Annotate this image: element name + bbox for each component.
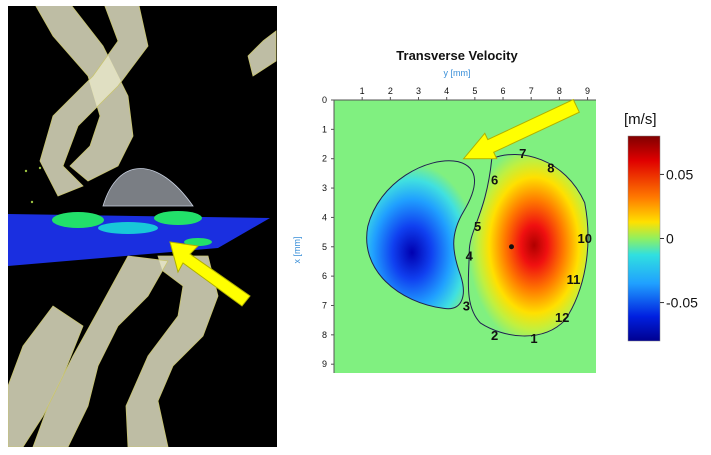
y-tick-label: 9 <box>322 359 327 369</box>
wall-point-label: 8 <box>547 161 554 176</box>
colorbar-tick-label: 0 <box>666 231 674 247</box>
center-dot-icon <box>508 244 514 250</box>
y-tick-label: 0 <box>322 95 327 105</box>
vessel-3d-render <box>8 6 277 447</box>
x-axis-label: y [mm] <box>444 68 471 78</box>
wall-point-label: 11 <box>567 272 581 287</box>
y-tick-label: 1 <box>322 124 327 134</box>
x-tick-label: 7 <box>529 86 534 96</box>
chart-title: Transverse Velocity <box>396 48 518 63</box>
wall-point-label: 5 <box>474 219 481 234</box>
x-tick-label: 1 <box>360 86 365 96</box>
vessel-speck <box>38 166 42 170</box>
y-tick-label: 5 <box>322 242 327 252</box>
vessel-segment <box>247 30 277 77</box>
y-axis-label: x [mm] <box>292 237 302 264</box>
velocity-plane-highlight <box>98 222 158 234</box>
colorbar-tick-label: -0.05 <box>666 295 698 311</box>
wall-point-label: 4 <box>466 249 474 264</box>
vessel-segment <box>32 255 169 447</box>
x-tick-label: 4 <box>444 86 449 96</box>
x-tick-label: 5 <box>472 86 477 96</box>
positive-velocity-region <box>467 153 589 337</box>
colorbar: [m/s] 0.05 0 -0.05 <box>624 111 698 342</box>
vessel-speck <box>30 200 34 204</box>
colorbar-unit-label: [m/s] <box>624 111 657 128</box>
y-tick-label: 4 <box>322 212 327 222</box>
vessel-segment <box>35 6 134 182</box>
wall-point-label: 10 <box>577 231 591 246</box>
colorbar-tick-label: 0.05 <box>666 166 693 182</box>
y-tick-label: 8 <box>322 330 327 340</box>
x-tick-label: 9 <box>585 86 590 96</box>
y-tick-label: 2 <box>322 154 327 164</box>
wall-point-label: 2 <box>491 328 498 343</box>
x-tick-label: 3 <box>416 86 421 96</box>
vessel-dome <box>102 168 194 207</box>
negative-velocity-region <box>366 160 475 310</box>
x-tick-label: 6 <box>501 86 506 96</box>
vessel-segment <box>8 305 84 447</box>
wall-point-label: 1 <box>530 331 537 346</box>
wall-point-label: 3 <box>463 298 470 313</box>
vessel-segment <box>39 6 149 197</box>
yellow-arrow-icon <box>169 241 251 307</box>
wall-point-label: 7 <box>519 146 526 161</box>
velocity-plane-highlight <box>184 238 212 246</box>
yellow-arrow-icon <box>462 98 580 160</box>
wall-point-label: 12 <box>555 310 569 325</box>
y-tick-label: 6 <box>322 271 327 281</box>
colorbar-scale <box>627 135 661 342</box>
velocity-plane-highlight <box>154 211 202 225</box>
x-tick-label: 2 <box>388 86 393 96</box>
x-tick-label: 8 <box>557 86 562 96</box>
y-tick-label: 7 <box>322 300 327 310</box>
vessel-speck <box>24 169 28 173</box>
velocity-plane-highlight <box>52 212 104 228</box>
vessel-segment <box>125 255 219 447</box>
wall-point-label: 6 <box>491 172 498 187</box>
y-tick-label: 3 <box>322 183 327 193</box>
